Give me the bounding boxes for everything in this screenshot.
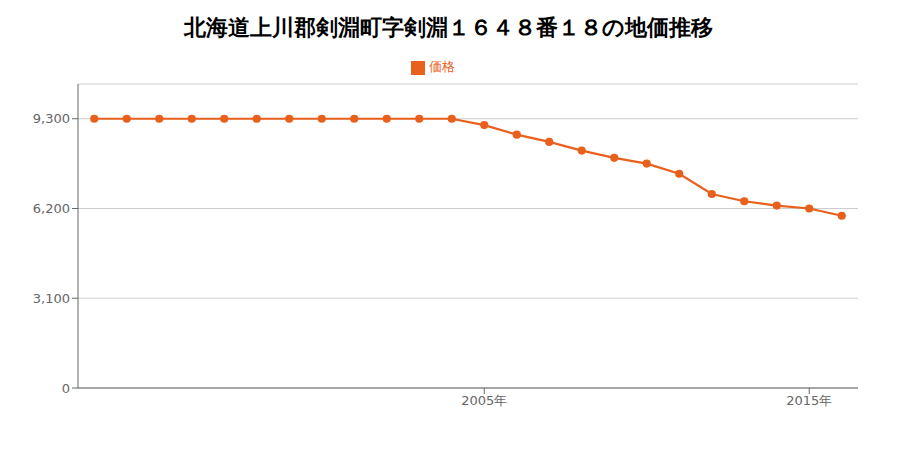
svg-text:2015年: 2015年 — [786, 393, 832, 408]
svg-text:9,300: 9,300 — [33, 111, 70, 126]
svg-text:2005年: 2005年 — [461, 393, 507, 408]
svg-text:3,100: 3,100 — [33, 291, 70, 306]
svg-text:6,200: 6,200 — [33, 201, 70, 216]
html-text:価格: 価格 — [429, 59, 455, 74]
html-text:北海道上川郡剣淵町字剣淵１６４８番１８の地価推移: 北海道上川郡剣淵町字剣淵１６４８番１８の地価推移 — [183, 15, 713, 40]
svg-text:0: 0 — [62, 381, 70, 396]
